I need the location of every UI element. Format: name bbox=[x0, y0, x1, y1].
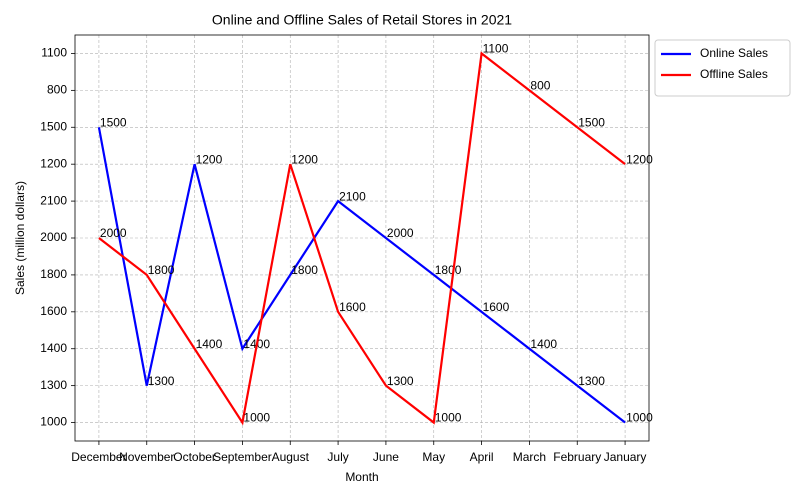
y-tick-label: 2100 bbox=[40, 193, 67, 207]
data-label: 2000 bbox=[100, 226, 127, 240]
y-tick-label: 1600 bbox=[40, 304, 67, 318]
legend-label: Online Sales bbox=[700, 46, 768, 60]
data-label: 1600 bbox=[483, 300, 510, 314]
x-tick-label: February bbox=[553, 450, 601, 464]
x-tick-label: November bbox=[119, 450, 174, 464]
series-line bbox=[97, 127, 626, 424]
x-tick-label: August bbox=[272, 450, 310, 464]
x-tick-label: September bbox=[213, 450, 272, 464]
data-label: 1800 bbox=[291, 263, 318, 277]
data-label: 1000 bbox=[435, 411, 462, 425]
data-label: 1100 bbox=[483, 42, 509, 56]
data-label: 1500 bbox=[100, 115, 127, 129]
x-tick-label: March bbox=[513, 450, 546, 464]
y-tick-label: 1500 bbox=[40, 119, 67, 133]
y-tick-label: 1400 bbox=[40, 341, 67, 355]
y-tick-label: 1000 bbox=[40, 415, 67, 429]
data-label: 1000 bbox=[626, 411, 653, 425]
y-tick-label: 2000 bbox=[40, 230, 67, 244]
x-tick-label: October bbox=[173, 450, 216, 464]
series-line bbox=[98, 51, 626, 426]
x-tick-label: December bbox=[71, 450, 126, 464]
data-label: 1000 bbox=[243, 411, 270, 425]
y-axis-label: Sales (million dollars) bbox=[13, 181, 27, 295]
y-tick-label: 1800 bbox=[40, 267, 67, 281]
x-axis-label: Month bbox=[345, 470, 378, 484]
data-label: 2000 bbox=[387, 226, 414, 240]
data-label: 1800 bbox=[148, 263, 175, 277]
data-label: 1400 bbox=[530, 337, 557, 351]
y-tick-label: 1100 bbox=[41, 46, 67, 60]
y-tick-label: 1300 bbox=[40, 378, 67, 392]
x-tick-label: May bbox=[422, 450, 445, 464]
plot-frame bbox=[74, 34, 650, 442]
data-label: 1200 bbox=[626, 152, 653, 166]
data-label: 800 bbox=[530, 79, 550, 93]
data-label: 1300 bbox=[578, 374, 605, 388]
chart-title: Online and Offline Sales of Retail Store… bbox=[212, 12, 512, 28]
data-label: 1200 bbox=[196, 152, 223, 166]
data-label: 1600 bbox=[339, 300, 366, 314]
data-label: 1300 bbox=[387, 374, 414, 388]
data-label: 1400 bbox=[196, 337, 223, 351]
data-label: 1500 bbox=[578, 115, 605, 129]
data-label: 1800 bbox=[435, 263, 462, 277]
x-tick-label: June bbox=[373, 450, 399, 464]
x-tick-label: April bbox=[470, 450, 494, 464]
y-tick-label: 800 bbox=[47, 83, 67, 97]
data-label: 1300 bbox=[148, 374, 175, 388]
y-tick-label: 1200 bbox=[40, 156, 67, 170]
plot-area: 1000 1300 1400 1600 1800 2000 2100 1200 1500 800 1… bbox=[40, 35, 653, 464]
x-tick-label: July bbox=[327, 450, 348, 464]
legend-label: Offline Sales bbox=[700, 67, 768, 81]
x-tick-label: January bbox=[604, 450, 647, 464]
data-label: 2100 bbox=[339, 189, 366, 203]
data-label: 1200 bbox=[291, 152, 318, 166]
